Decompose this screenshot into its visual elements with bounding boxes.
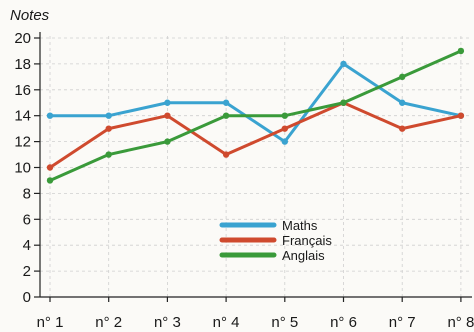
data-point	[46, 177, 54, 184]
series	[46, 47, 465, 184]
data-point	[222, 151, 230, 158]
data-point	[399, 99, 406, 106]
y-tick-label: 6	[23, 211, 31, 228]
data-point	[281, 138, 288, 145]
legend-label: Anglais	[282, 248, 325, 263]
data-point	[105, 125, 112, 132]
x-tick-label: n° 7	[389, 314, 416, 331]
x-tick-label: n° 8	[447, 314, 474, 331]
y-tick-label: 20	[14, 30, 31, 47]
legend-label: Français	[282, 233, 332, 248]
data-point	[457, 47, 465, 55]
series-line-français	[48, 101, 463, 169]
y-tick-label: 2	[23, 263, 31, 280]
legend-label: Maths	[282, 218, 318, 233]
y-tick-label: 0	[23, 289, 31, 306]
x-tick-label: n° 2	[95, 314, 122, 331]
y-tick-label: 16	[14, 82, 31, 99]
data-point	[222, 112, 230, 119]
data-point	[46, 164, 54, 171]
y-tick-label: 12	[14, 134, 31, 151]
y-tick-label: 4	[23, 237, 31, 254]
data-point	[46, 112, 54, 119]
y-axis-title: Notes	[10, 7, 50, 24]
y-tick-label: 8	[23, 185, 31, 202]
series-line-anglais	[48, 49, 463, 182]
data-point	[340, 99, 347, 106]
ticks: 0 2 4 6 8 10 12 14 16 18 20 n° 1 n° 2 n° 3 n° 4 n° 5 n° …	[14, 30, 474, 331]
x-tick-label: n° 1	[37, 314, 64, 331]
data-point	[340, 60, 347, 68]
x-tick-label: n° 6	[330, 314, 357, 331]
axes	[39, 32, 472, 298]
data-point	[281, 125, 288, 132]
data-point	[105, 112, 112, 119]
data-point	[105, 151, 112, 158]
y-tick-label: 18	[14, 56, 31, 73]
x-tick-label: n° 4	[213, 314, 240, 331]
data-point	[164, 99, 171, 106]
data-point	[164, 112, 171, 119]
series-line-maths	[48, 62, 463, 144]
x-tick-label: n° 3	[154, 314, 181, 331]
data-point	[222, 99, 230, 106]
data-point	[399, 73, 406, 81]
data-point	[281, 112, 288, 119]
y-tick-label: 10	[14, 160, 31, 177]
data-point	[399, 125, 406, 132]
x-tick-label: n° 5	[271, 314, 298, 331]
data-point	[164, 138, 171, 145]
y-tick-label: 14	[14, 108, 31, 125]
data-point	[457, 112, 465, 119]
